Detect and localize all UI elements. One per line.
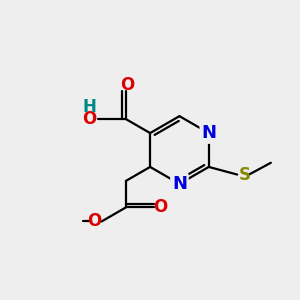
- Text: O: O: [82, 110, 97, 128]
- Text: O: O: [153, 198, 167, 216]
- Text: H: H: [83, 98, 97, 116]
- Text: N: N: [201, 124, 216, 142]
- Text: S: S: [238, 166, 250, 184]
- Text: N: N: [172, 175, 187, 193]
- Text: O: O: [120, 76, 134, 94]
- Text: O: O: [87, 212, 101, 230]
